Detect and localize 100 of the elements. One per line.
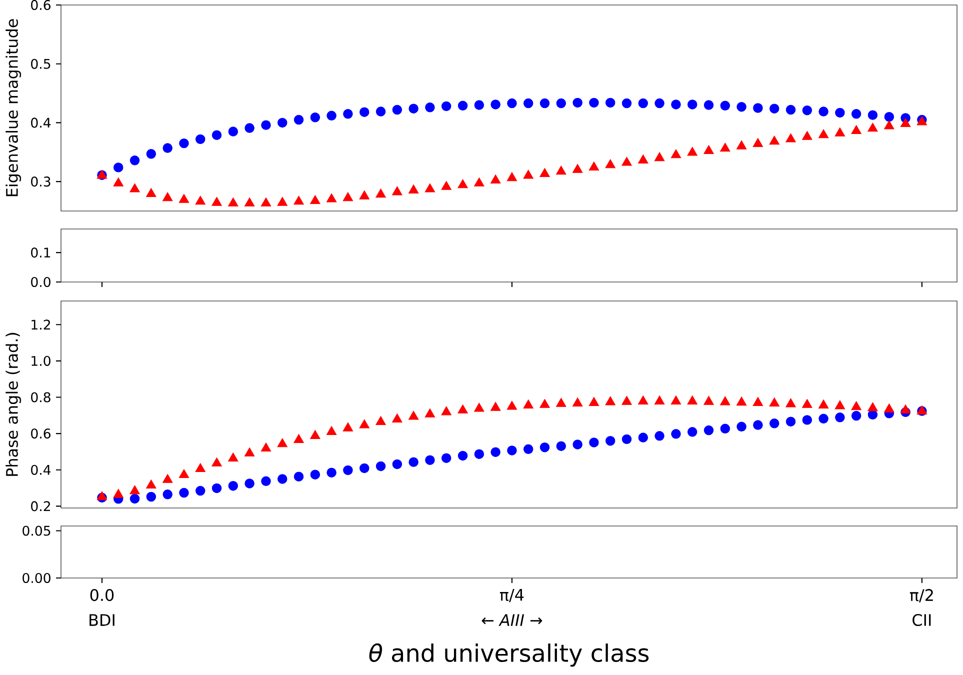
point <box>589 438 599 448</box>
point <box>769 136 780 145</box>
point <box>260 442 272 452</box>
point <box>441 101 452 112</box>
point <box>654 431 664 441</box>
point <box>687 146 698 156</box>
point <box>474 402 484 412</box>
point <box>408 104 418 114</box>
point <box>310 112 320 122</box>
point <box>360 107 370 117</box>
point <box>342 192 354 202</box>
y-tick-label: 1.0 <box>32 356 50 366</box>
point <box>474 100 484 110</box>
point <box>146 480 156 489</box>
point <box>162 192 173 202</box>
point <box>425 455 435 465</box>
point <box>802 105 812 116</box>
point <box>622 434 632 444</box>
point <box>343 109 353 119</box>
point <box>441 181 452 190</box>
point <box>130 156 140 166</box>
y-tick-label: 0.4 <box>31 118 51 128</box>
point <box>540 399 550 408</box>
x-tick-label: 0.0 <box>90 589 114 602</box>
point <box>244 478 254 488</box>
point <box>490 174 501 184</box>
point <box>178 194 190 203</box>
y-tick-label: 0.2 <box>31 501 50 512</box>
point <box>670 149 682 158</box>
point <box>376 461 386 472</box>
point <box>720 424 730 434</box>
point <box>900 404 911 414</box>
point <box>769 104 780 114</box>
point <box>458 100 468 111</box>
point <box>458 179 468 188</box>
point <box>408 184 419 194</box>
point <box>753 420 763 430</box>
point <box>228 126 238 136</box>
point <box>96 491 108 500</box>
point <box>802 415 812 425</box>
point <box>376 188 386 198</box>
point <box>360 463 370 474</box>
point <box>342 422 354 432</box>
text: BDI <box>90 614 114 626</box>
point <box>834 127 846 136</box>
point <box>687 427 698 437</box>
point <box>638 432 648 442</box>
point <box>178 469 190 478</box>
point <box>605 436 616 446</box>
point <box>130 485 140 494</box>
point <box>228 197 238 206</box>
point <box>130 183 140 192</box>
point <box>408 457 418 467</box>
y-tick-label: 0.1 <box>31 248 50 258</box>
y-axis-title: Phase angle (rad.) <box>6 332 22 476</box>
point <box>851 125 862 134</box>
point <box>589 98 599 108</box>
point <box>310 430 320 439</box>
y-tick-label: 0.4 <box>31 464 51 475</box>
point <box>556 98 566 108</box>
point <box>572 440 582 450</box>
point <box>638 98 648 108</box>
point <box>392 459 402 470</box>
point <box>146 149 156 159</box>
point <box>736 102 746 112</box>
point <box>868 122 878 132</box>
point <box>523 444 534 454</box>
point <box>392 186 402 196</box>
point <box>195 463 206 472</box>
point <box>720 142 730 152</box>
point <box>884 120 894 130</box>
point <box>277 196 288 206</box>
point <box>507 446 517 456</box>
point <box>244 447 255 456</box>
y-tick-label: 0.0 <box>31 276 50 288</box>
point <box>244 197 255 206</box>
y-tick-label: 1.2 <box>32 320 50 330</box>
point <box>802 130 812 140</box>
point <box>523 400 534 408</box>
point <box>671 100 681 110</box>
point <box>868 110 878 120</box>
point <box>376 416 386 426</box>
point <box>441 453 452 463</box>
point <box>704 145 714 154</box>
point <box>572 398 583 406</box>
point <box>244 123 254 133</box>
y-tick-label: 0.00 <box>22 572 50 584</box>
point <box>162 490 172 500</box>
point <box>605 159 616 168</box>
point <box>114 162 124 172</box>
point <box>359 419 370 428</box>
point <box>523 98 534 108</box>
y-tick-label: 0.8 <box>31 392 50 402</box>
point <box>687 100 698 110</box>
point <box>458 450 468 461</box>
point <box>146 492 156 502</box>
point <box>294 434 304 443</box>
point <box>196 134 206 144</box>
point <box>113 177 124 186</box>
point <box>588 397 600 406</box>
